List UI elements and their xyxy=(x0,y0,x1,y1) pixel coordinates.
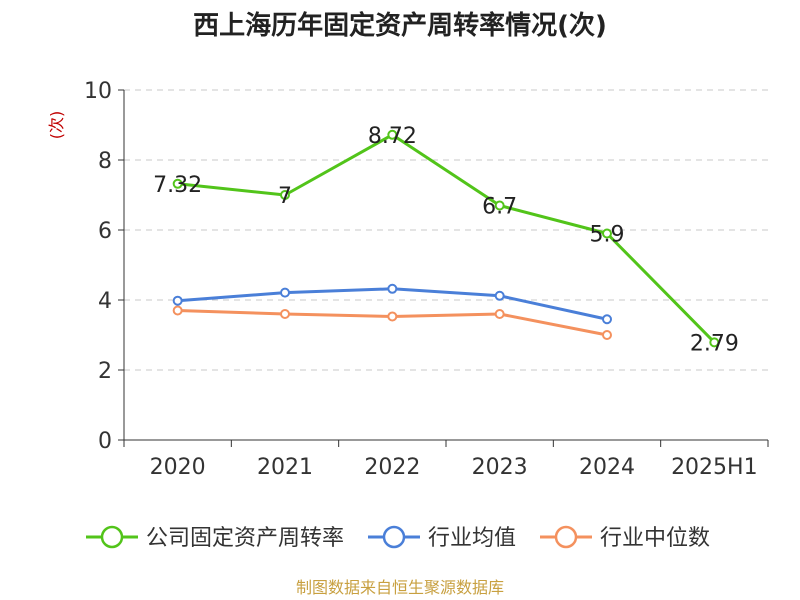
x-tick-label: 2022 xyxy=(364,455,420,480)
data-labels: 7.32 7 8.72 6.7 5.9 2.79 xyxy=(153,124,739,357)
x-tick-label: 2021 xyxy=(257,455,313,480)
data-point xyxy=(280,309,290,319)
data-point xyxy=(494,309,505,319)
legend-swatch-marker xyxy=(382,525,406,549)
y-tick-label: 2 xyxy=(98,359,112,384)
legend: 公司固定资产周转率 行业均值 行业中位数 xyxy=(86,525,710,551)
data-point xyxy=(172,178,183,189)
data-point xyxy=(387,311,398,322)
x-tick-label: 2024 xyxy=(579,455,635,480)
data-point xyxy=(280,190,290,200)
data-point xyxy=(172,295,183,306)
y-tick-label: 4 xyxy=(98,289,112,314)
source-note: 制图数据来自恒生聚源数据库 xyxy=(296,578,504,597)
legend-label: 行业中位数 xyxy=(600,526,710,551)
legend-label: 公司固定资产周转率 xyxy=(146,526,344,551)
x-tick-label: 2023 xyxy=(472,455,528,480)
data-point xyxy=(709,337,720,348)
data-point xyxy=(172,305,183,316)
x-tick-label: 2025H1 xyxy=(671,455,758,480)
data-point xyxy=(494,200,505,211)
data-point xyxy=(387,129,398,140)
data-label: 5.9 xyxy=(590,223,625,248)
y-axis-label: (次) xyxy=(47,111,66,140)
data-point xyxy=(602,228,612,239)
legend-label: 行业均值 xyxy=(428,526,516,551)
y-tick-label: 6 xyxy=(98,219,112,244)
chart-title: 西上海历年固定资产周转率情况(次) xyxy=(193,10,607,41)
data-label: 2.79 xyxy=(690,331,739,356)
y-tick-label: 8 xyxy=(98,149,112,174)
data-point xyxy=(280,287,290,298)
data-label: 7.32 xyxy=(153,173,202,198)
y-tick-label: 0 xyxy=(98,429,112,454)
data-label: 6.7 xyxy=(482,195,517,220)
x-tick-label: 2020 xyxy=(150,455,206,480)
grid-lines xyxy=(124,89,768,371)
data-point xyxy=(387,283,398,294)
series-line-0 xyxy=(176,133,716,344)
axes: 0 2 4 6 8 10 2020 2021 2022 2023 2024 2025H1 xyxy=(84,79,769,480)
data-point xyxy=(494,290,505,301)
legend-swatch-marker xyxy=(100,525,124,549)
data-point xyxy=(602,330,612,340)
y-tick-label: 10 xyxy=(84,79,112,104)
data-label: 7 xyxy=(278,184,292,209)
legend-swatch-marker xyxy=(554,525,578,549)
series-lines xyxy=(172,129,720,348)
data-point xyxy=(602,314,612,325)
data-label: 8.72 xyxy=(368,124,417,149)
